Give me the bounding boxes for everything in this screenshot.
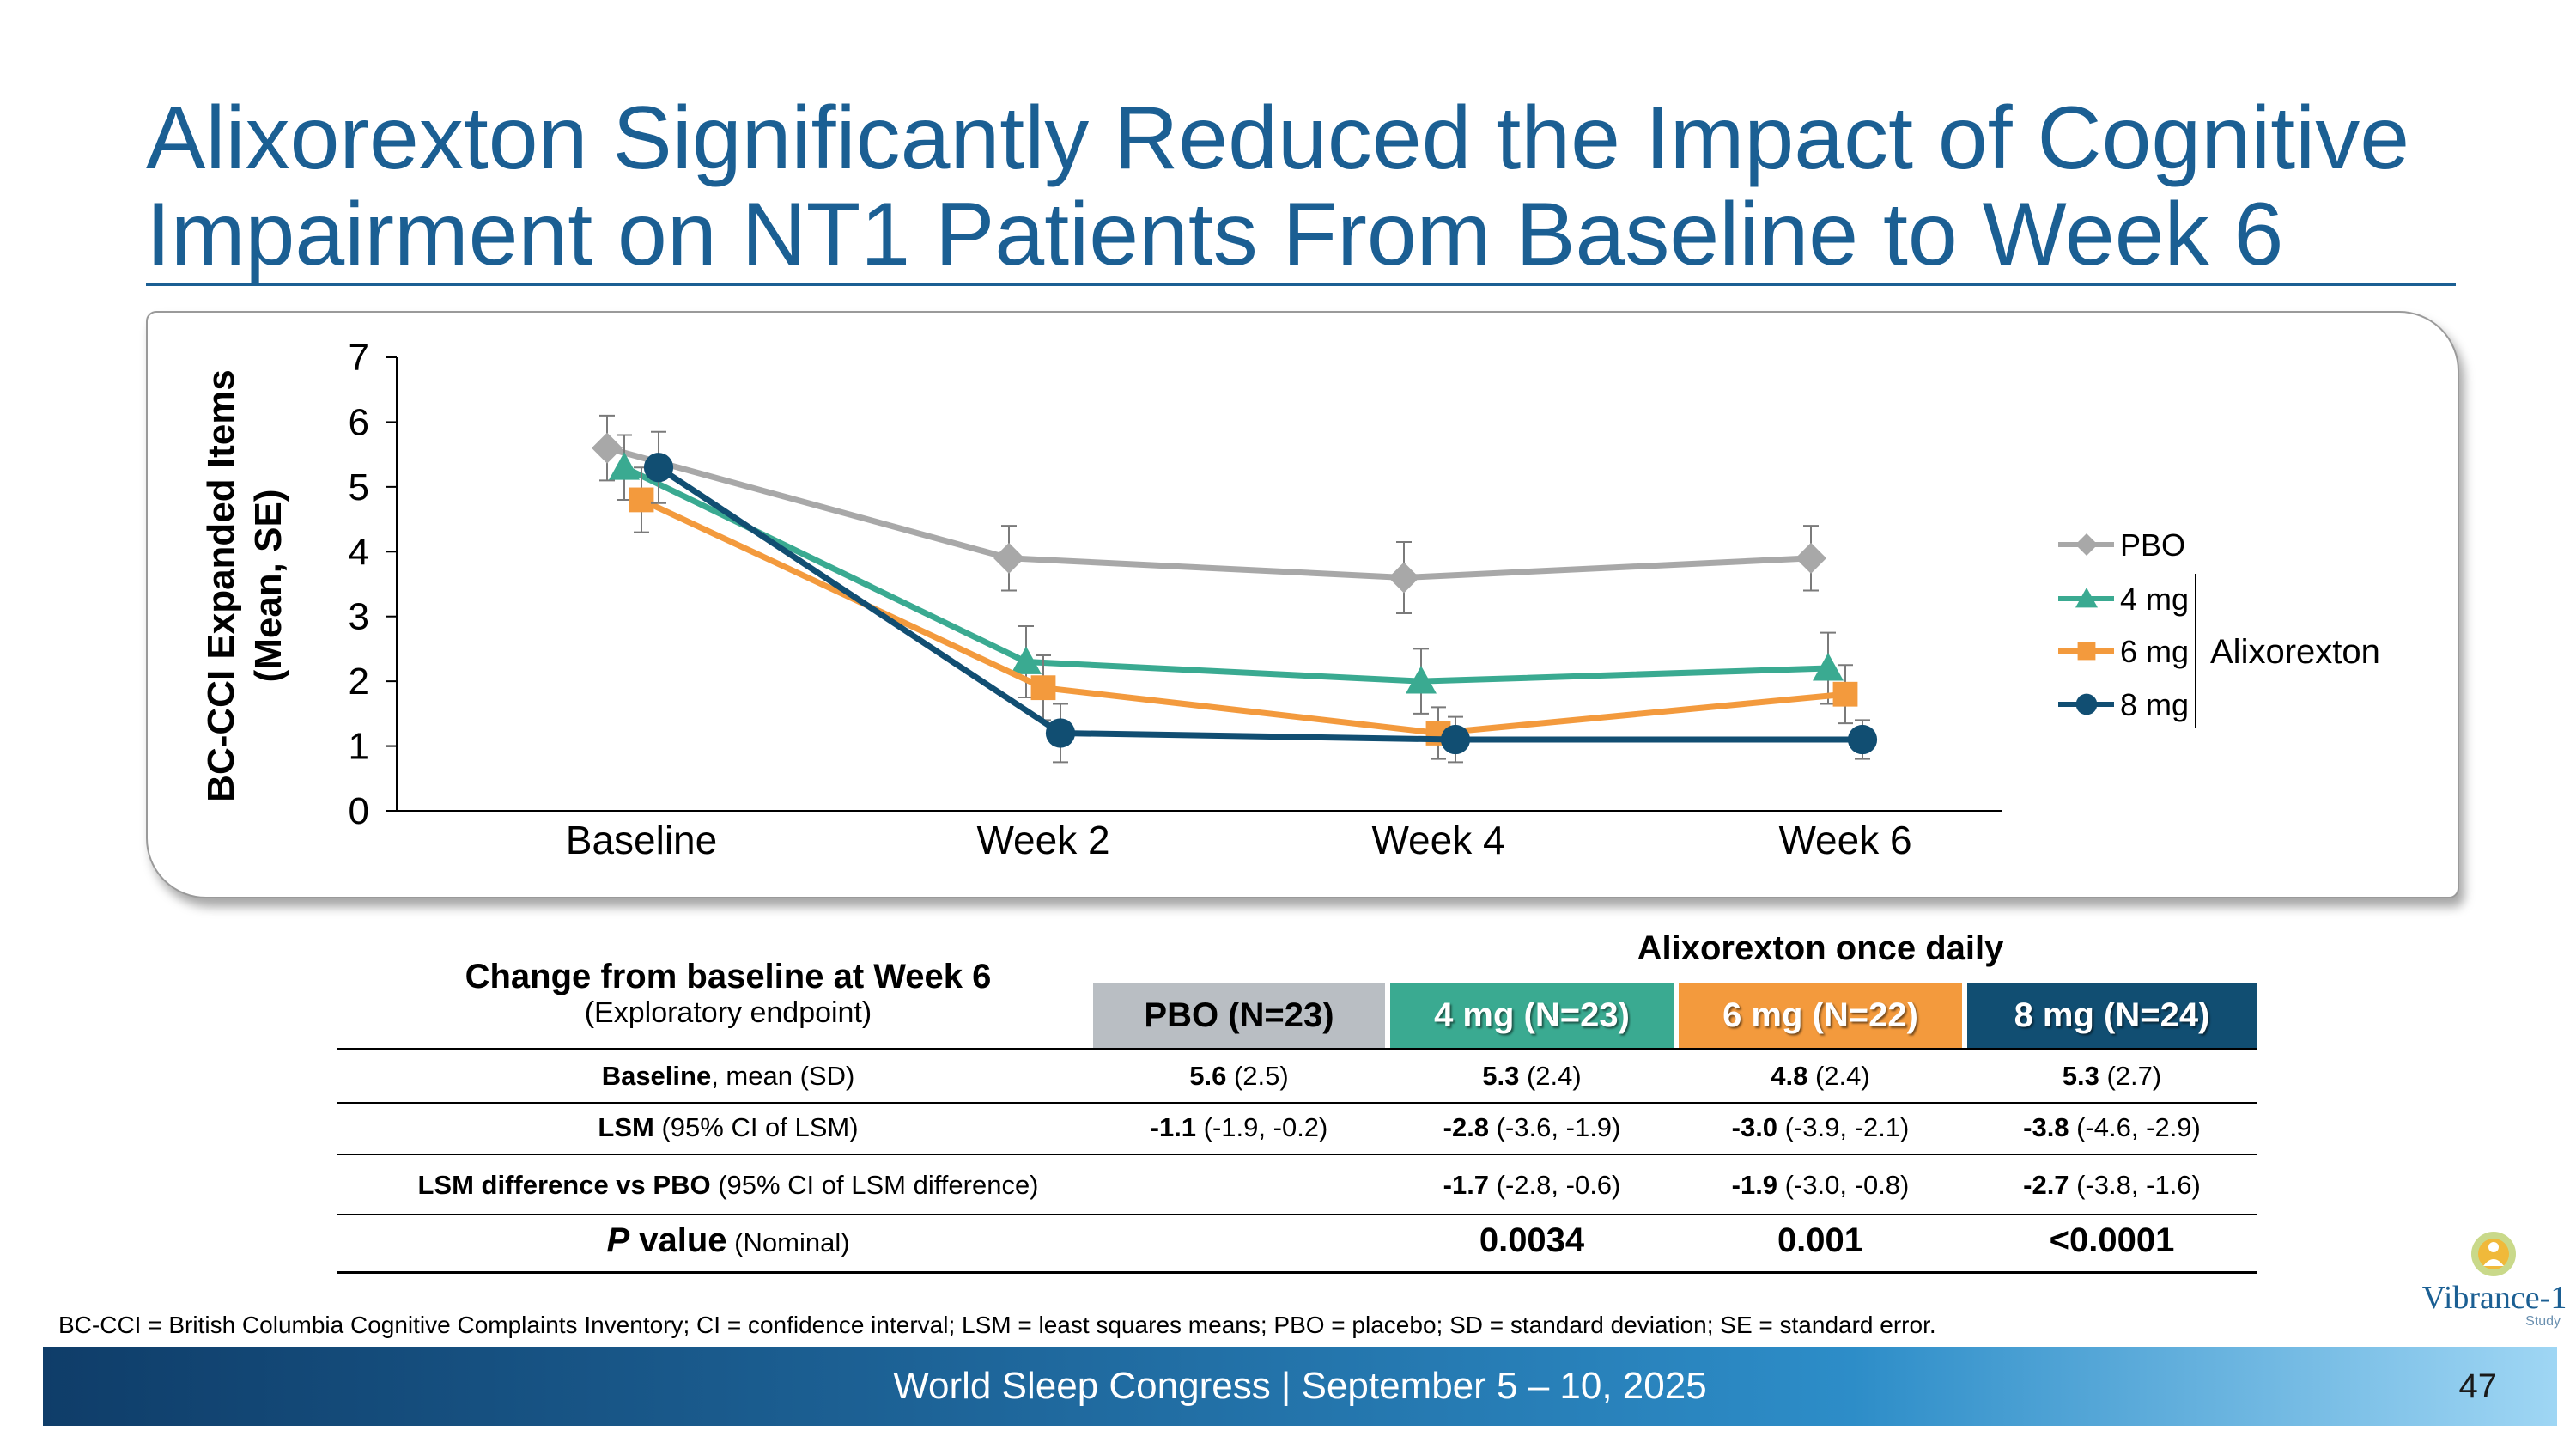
y-axis-label-line1: BC-CCI Expanded Items [200, 369, 242, 802]
data-point-8mg [1847, 724, 1878, 755]
series-line-6mg [640, 496, 1846, 737]
column-header-8mg: 8 mg (N=24) [1967, 983, 2257, 1048]
data-point-8mg [1440, 724, 1471, 755]
chart-panel: 0 1 2 3 4 5 6 7 Baseline Week 2 Week 4 Week 6 BC-CCI… [146, 311, 2459, 898]
pvalue-4mg: 0.0034 [1479, 1221, 1585, 1259]
table-rule [337, 1214, 2257, 1215]
title-underline [146, 283, 2456, 286]
sun-person-icon [2471, 1232, 2516, 1276]
series-line-4mg [623, 465, 1829, 685]
data-point-pbo [1388, 562, 1419, 594]
x-tick-label: Week 4 [1371, 818, 1504, 862]
cell-8mg: -2.7 (-3.8, -1.6) [2023, 1170, 2201, 1200]
page-number: 47 [2458, 1367, 2498, 1405]
data-point-8mg [1045, 718, 1076, 748]
cell-6mg: 4.8 (2.4) [1771, 1061, 1870, 1091]
table-rule [337, 1154, 2257, 1155]
cell-pbo: -1.1 (-1.9, -0.2) [1150, 1112, 1328, 1142]
cell-pbo: 5.6 (2.5) [1189, 1061, 1289, 1091]
legend-marker-pbo [2075, 533, 2098, 556]
footer-bar: World Sleep Congress | September 5 – 10,… [43, 1347, 2557, 1426]
column-header-4mg: 4 mg (N=23) [1390, 983, 1674, 1048]
column-header-6mg: 6 mg (N=22) [1679, 983, 1962, 1048]
legend-marker-4mg [2075, 588, 2098, 608]
x-tick-label: Baseline [566, 818, 717, 862]
x-tick-label: Week 2 [976, 818, 1109, 862]
legend-marker-6mg [2077, 642, 2096, 661]
data-point-pbo [1795, 542, 1826, 574]
row-label: Baseline, mean (SD) [601, 1061, 855, 1091]
x-tick-label: Week 6 [1778, 818, 1911, 862]
table-rule [337, 1102, 2257, 1104]
data-point-6mg [1030, 675, 1056, 701]
row-label: P value (Nominal) [606, 1221, 850, 1259]
cell-4mg: -1.7 (-2.8, -0.6) [1443, 1170, 1621, 1200]
data-point-pbo [993, 542, 1024, 574]
cell-4mg: -2.8 (-3.6, -1.9) [1443, 1112, 1621, 1142]
y-tick-label: 2 [349, 661, 369, 703]
y-tick-label: 3 [349, 596, 369, 638]
table-rule-top [337, 1048, 2257, 1050]
cell-6mg: -1.9 (-3.0, -0.8) [1731, 1170, 1910, 1200]
table-rule-bottom [337, 1271, 2257, 1274]
legend-label-pbo: PBO [2120, 527, 2185, 563]
alixorexton-group-header: Alixorexton once daily [1637, 929, 2004, 967]
vibrance-logo: Vibrance-1 Study [2413, 1228, 2576, 1329]
legend-label-4mg: 4 mg [2120, 581, 2189, 617]
data-point-6mg [629, 487, 654, 513]
y-tick-label: 6 [349, 401, 369, 443]
y-tick-label: 0 [349, 790, 369, 832]
y-tick-label: 5 [349, 466, 369, 508]
legend-label-6mg: 6 mg [2120, 634, 2189, 669]
pvalue-8mg: <0.0001 [2049, 1221, 2175, 1259]
y-tick-label: 4 [349, 531, 369, 573]
cell-4mg: 5.3 (2.4) [1482, 1061, 1582, 1091]
cell-8mg: -3.8 (-4.6, -2.9) [2023, 1112, 2201, 1142]
legend-label-8mg: 8 mg [2120, 687, 2189, 722]
data-point-4mg [609, 452, 640, 480]
logo-wordmark: Vibrance-1 [2421, 1280, 2567, 1316]
table-row-header: Change from baseline at Week 6 (Explorat… [337, 958, 1120, 1030]
series-line-8mg [657, 465, 1862, 743]
logo-subtext: Study [2525, 1314, 2561, 1329]
pvalue-6mg: 0.001 [1777, 1221, 1864, 1259]
series-line-pbo [606, 445, 1812, 581]
y-tick-label: 7 [349, 337, 369, 379]
cell-8mg: 5.3 (2.7) [2062, 1061, 2162, 1091]
data-point-4mg [1011, 646, 1042, 674]
legend-marker-8mg [2075, 693, 2098, 715]
row-header-subtitle: (Exploratory endpoint) [584, 996, 872, 1029]
y-axis-label-line2: (Mean, SE) [247, 490, 289, 683]
footer-text: World Sleep Congress | September 5 – 10,… [893, 1365, 1707, 1407]
slide-title: Alixorexton Significantly Reduced the Im… [146, 88, 2410, 284]
column-header-pbo: PBO (N=23) [1093, 983, 1385, 1048]
data-point-4mg [1406, 666, 1437, 694]
footnote: BC-CCI = British Columbia Cognitive Comp… [58, 1312, 1936, 1338]
cell-6mg: -3.0 (-3.9, -2.1) [1731, 1112, 1910, 1142]
row-label: LSM (95% CI of LSM) [598, 1112, 859, 1142]
data-point-6mg [1832, 681, 1858, 707]
line-chart: 0 1 2 3 4 5 6 7 Baseline Week 2 Week 4 Week 6 BC-CCI… [200, 337, 2380, 862]
data-point-pbo [592, 432, 623, 464]
legend-group-label: Alixorexton [2210, 633, 2380, 671]
data-point-8mg [643, 453, 674, 483]
row-label: LSM difference vs PBO (95% CI of LSM dif… [417, 1170, 1039, 1200]
row-header-title: Change from baseline at Week 6 [465, 958, 992, 995]
y-tick-label: 1 [349, 726, 369, 768]
data-point-4mg [1813, 653, 1844, 681]
